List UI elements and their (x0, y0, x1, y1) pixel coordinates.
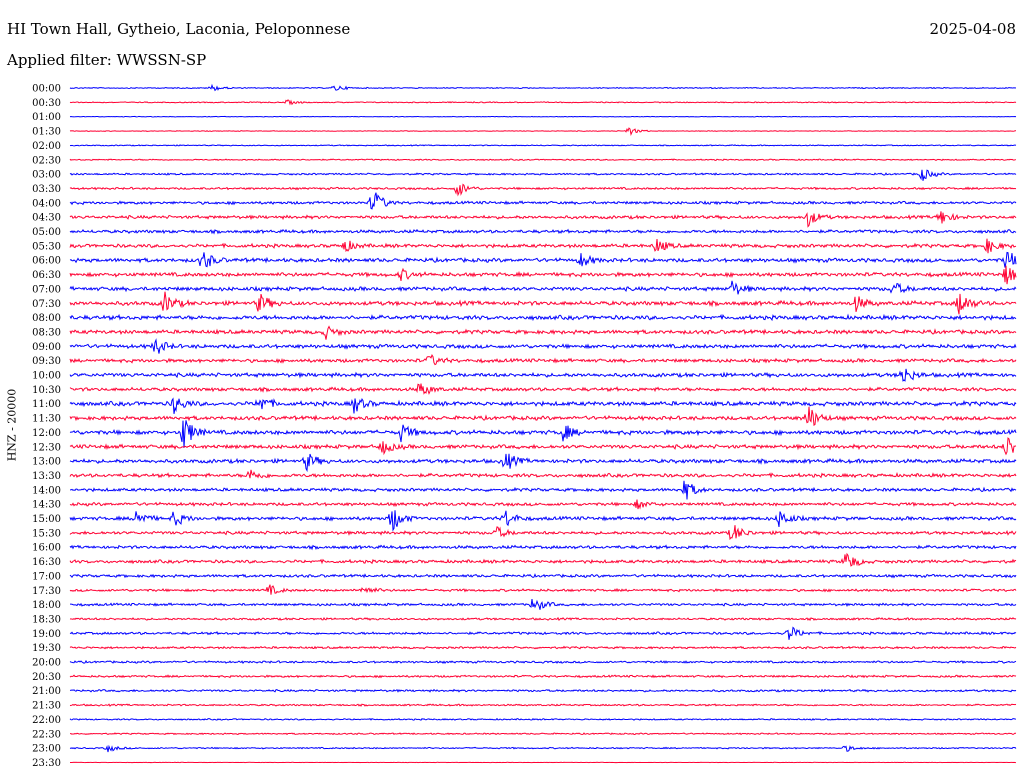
seismic-trace-2200 (69, 717, 1017, 721)
time-tick-label: 19:00 (32, 629, 61, 640)
seismic-trace-0330 (69, 183, 1017, 197)
seismic-trace-2300 (69, 744, 1017, 753)
time-tick-label: 14:30 (32, 500, 61, 511)
time-tick-label: 03:00 (32, 170, 61, 181)
time-tick-label: 12:00 (32, 428, 61, 439)
seismic-trace-0230 (69, 158, 1017, 162)
time-tick-label: 05:00 (32, 227, 61, 238)
time-tick-label: 16:30 (32, 557, 61, 568)
seismic-trace-1300 (69, 453, 1017, 473)
time-tick-label: 06:00 (32, 256, 61, 267)
time-tick-label: 06:30 (32, 270, 61, 281)
seismic-trace-2230 (69, 732, 1017, 736)
time-tick-label: 09:00 (32, 342, 61, 353)
seismic-trace-0130 (69, 127, 1017, 136)
time-tick-label: 08:00 (32, 313, 61, 324)
time-tick-label: 20:30 (32, 672, 61, 683)
seismic-trace-0700 (69, 280, 1017, 295)
time-tick-label: 02:00 (32, 141, 61, 152)
time-tick-label: 14:00 (32, 485, 61, 496)
seismic-trace-0600 (69, 251, 1017, 268)
time-tick-label: 10:00 (32, 371, 61, 382)
time-tick-label: 21:00 (32, 686, 61, 697)
seismic-trace-1700 (69, 573, 1017, 579)
seismic-trace-0200 (69, 144, 1017, 147)
time-tick-label: 03:30 (32, 184, 61, 195)
time-tick-label: 07:30 (32, 299, 61, 310)
time-tick-label: 19:30 (32, 643, 61, 654)
time-tick-label: 10:30 (32, 385, 61, 396)
time-tick-label: 00:30 (32, 98, 61, 109)
seismic-trace-0400 (69, 192, 1017, 210)
time-tick-label: 23:00 (32, 744, 61, 755)
seismic-trace-1630 (69, 552, 1017, 567)
time-tick-label: 16:00 (32, 543, 61, 554)
time-tick-label: 01:30 (32, 127, 61, 138)
seismic-trace-1900 (69, 626, 1017, 640)
seismic-trace-1100 (69, 397, 1017, 414)
seismic-trace-1730 (69, 584, 1017, 595)
seismic-trace-1800 (69, 598, 1017, 610)
seismic-trace-0430 (69, 211, 1017, 228)
time-tick-label: 15:30 (32, 528, 61, 539)
time-tick-label: 23:30 (32, 758, 61, 769)
seismic-trace-2000 (69, 659, 1017, 664)
seismic-trace-1930 (69, 645, 1017, 650)
time-tick-label: 21:30 (32, 701, 61, 712)
seismic-trace-2100 (69, 688, 1017, 693)
seismic-trace-1400 (69, 480, 1017, 500)
seismic-trace-1600 (69, 544, 1017, 551)
seismic-trace-0100 (69, 115, 1017, 118)
time-tick-label: 18:00 (32, 600, 61, 611)
time-tick-label: 05:30 (32, 241, 61, 252)
seismic-trace-1000 (69, 368, 1017, 382)
time-tick-label: 07:00 (32, 284, 61, 295)
time-tick-label: 11:00 (32, 399, 61, 410)
time-tick-label: 09:30 (32, 356, 61, 367)
seismic-trace-1130 (69, 406, 1017, 426)
time-tick-label: 17:00 (32, 571, 61, 582)
time-tick-label: 22:30 (32, 729, 61, 740)
seismic-trace-0900 (69, 338, 1017, 354)
filter-label: Applied filter: WWSSN-SP (7, 51, 207, 69)
time-tick-label: 13:00 (32, 457, 61, 468)
seismic-trace-0800 (69, 313, 1017, 322)
time-tick-label: 17:30 (32, 586, 61, 597)
seismic-trace-1200 (69, 420, 1017, 448)
seismic-trace-1830 (69, 616, 1017, 622)
seismic-trace-1430 (69, 499, 1017, 510)
seismic-trace-1330 (69, 469, 1017, 479)
time-tick-label: 04:00 (32, 198, 61, 209)
seismic-trace-0630 (69, 265, 1017, 285)
seismic-trace-0930 (69, 354, 1017, 366)
time-tick-label: 02:30 (32, 155, 61, 166)
seismic-trace-0000 (69, 83, 1017, 92)
seismic-trace-0830 (69, 325, 1017, 340)
time-tick-label: 04:30 (32, 213, 61, 224)
seismic-trace-1500 (69, 510, 1017, 532)
time-tick-label: 08:30 (32, 327, 61, 338)
time-tick-label: 13:30 (32, 471, 61, 482)
time-tick-label: 11:30 (32, 414, 61, 425)
record-date: 2025-04-08 (929, 20, 1016, 38)
time-tick-label: 18:30 (32, 614, 61, 625)
time-tick-label: 01:00 (32, 112, 61, 123)
seismic-trace-1030 (69, 383, 1017, 395)
time-tick-label: 00:00 (32, 84, 61, 95)
time-tick-label: 20:00 (32, 658, 61, 669)
seismic-trace-0730 (69, 291, 1017, 315)
time-tick-label: 22:00 (32, 715, 61, 726)
seismic-trace-1530 (69, 525, 1017, 541)
seismic-trace-0530 (69, 238, 1017, 254)
seismic-trace-0300 (69, 169, 1017, 181)
time-tick-label: 15:00 (32, 514, 61, 525)
seismic-trace-2130 (69, 703, 1017, 707)
seismic-trace-0030 (69, 99, 1017, 106)
station-title: HI Town Hall, Gytheio, Laconia, Peloponn… (7, 20, 351, 38)
seismic-trace-2030 (69, 674, 1017, 679)
seismic-trace-0500 (69, 228, 1017, 235)
time-tick-label: 12:30 (32, 442, 61, 453)
seismic-trace-1230 (69, 437, 1017, 456)
